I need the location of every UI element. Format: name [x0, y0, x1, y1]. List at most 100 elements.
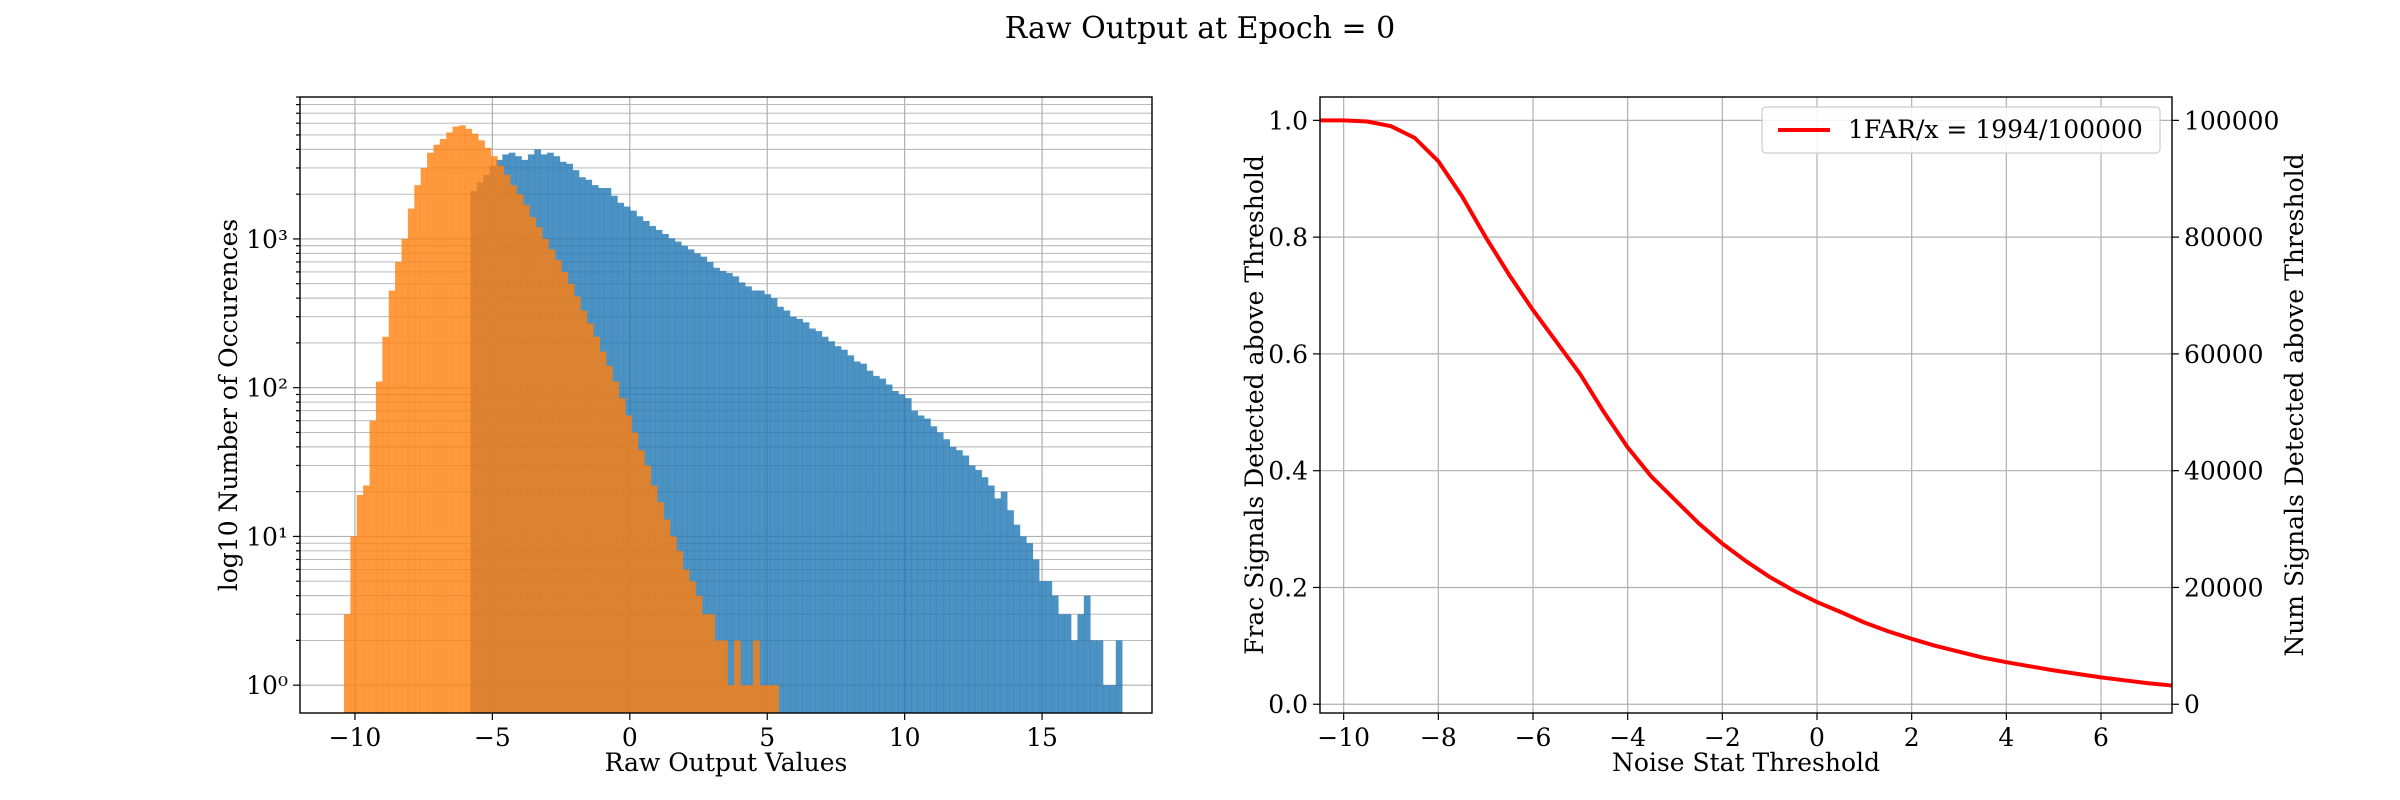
histogram-bar-blue [841, 349, 848, 713]
histogram-bar-blue [866, 370, 874, 713]
histogram-bar-orange [497, 165, 505, 714]
y-tick-label: 10² [246, 374, 288, 403]
histogram-bar-orange [638, 450, 645, 713]
histogram-bar-orange [420, 167, 428, 713]
histogram-bar-orange [522, 204, 530, 713]
histogram-bar-blue [738, 282, 746, 713]
histogram-bar-orange [765, 685, 773, 713]
histogram-bar-blue [745, 286, 752, 713]
histogram-xlabel: Raw Output Values [605, 748, 848, 777]
histogram-bar-blue [962, 455, 970, 713]
histogram-bar-orange [772, 685, 779, 713]
histogram-bar-blue [936, 432, 944, 713]
histogram-bar-blue [706, 261, 714, 713]
histogram-bar-blue [1007, 510, 1014, 713]
histogram-ylabel: log10 Number of Occurences [214, 219, 243, 592]
x-tick-label: −8 [1420, 723, 1457, 752]
histogram-bar-orange [401, 238, 409, 713]
histogram-panel: −10 −5 0 5 10 15 10⁰ 10¹ 10² 10³ Raw Output Value… [214, 96, 1153, 777]
histogram-bar-blue [892, 390, 899, 713]
histogram-bar-orange [740, 685, 748, 713]
histogram-bar-orange [567, 283, 575, 713]
histogram-bar-blue [649, 226, 657, 714]
histogram-bar-blue [968, 465, 976, 713]
histogram-bar-blue [1039, 581, 1046, 713]
x-tick-label: 4 [1998, 723, 2014, 752]
histogram-bar-orange [529, 217, 537, 714]
histogram-bar-orange [574, 296, 581, 713]
histogram-bar-orange [612, 381, 620, 713]
histogram-bar-blue [956, 450, 963, 713]
histogram-bar-blue [987, 485, 995, 713]
histogram-bar-blue [796, 318, 803, 713]
histogram-bar-blue [911, 410, 918, 713]
x-tick-label: −10 [329, 723, 382, 752]
histogram-bar-blue [732, 276, 740, 713]
histogram-bar-blue [789, 316, 797, 713]
histogram-bar-orange [491, 156, 498, 713]
histogram-bar-blue [1103, 685, 1110, 713]
x-tick-label: 5 [759, 723, 775, 752]
histogram-bar-blue [687, 249, 695, 713]
histogram-bar-blue [1077, 614, 1085, 713]
y-tick-label: 0.4 [1268, 457, 1308, 486]
histogram-bar-blue [924, 418, 931, 713]
histogram-bar-blue [1013, 524, 1021, 713]
histogram-bar-orange [631, 432, 639, 713]
histogram-bar-orange [427, 152, 434, 713]
y2-tick-label: 80000 [2184, 223, 2264, 252]
histogram-bar-blue [1071, 640, 1078, 713]
histogram-bar-blue [655, 229, 663, 714]
histogram-bar-orange [471, 133, 479, 713]
histogram-bar-orange [682, 569, 690, 713]
curve-ticks: −10 −8 −6 −4 −2 0 2 4 6 0.0 0.2 0.4 0.6 0.8 1.0 0 20000 4… [1268, 106, 2279, 752]
histogram-bar-orange [510, 185, 517, 713]
histogram-bar-blue [1032, 559, 1040, 713]
histogram-bar-orange [695, 595, 703, 713]
legend-frame [1761, 106, 2161, 154]
histogram-bar-orange [439, 138, 447, 713]
histogram-bar-blue [783, 310, 791, 713]
histogram-bar-orange [606, 365, 613, 713]
histogram-bar-orange [599, 351, 607, 713]
histogram-bar-orange [375, 381, 383, 713]
histogram-bar-blue [694, 253, 701, 713]
histogram-bar-orange [580, 310, 588, 713]
histogram-bar-orange [727, 685, 735, 713]
histogram-bar-blue [757, 290, 765, 713]
histogram-bar-blue [860, 363, 867, 713]
y2-tick-label: 60000 [2184, 340, 2264, 369]
histogram-bar-blue [872, 375, 880, 713]
histogram-bar-orange [446, 132, 453, 713]
histogram-bar-blue [879, 378, 887, 713]
curve-xlabel: Noise Stat Threshold [1612, 748, 1880, 777]
histogram-bar-orange [465, 128, 473, 713]
histogram-bar-blue [917, 415, 925, 713]
histogram-bar-blue [713, 267, 720, 713]
histogram-bar-orange [708, 614, 716, 713]
histogram-bar-blue [777, 306, 784, 713]
histogram-bar-orange [343, 614, 351, 713]
histogram-bar-blue [719, 270, 727, 713]
y-tick-label: 0.2 [1268, 573, 1308, 602]
histogram-bar-orange [721, 640, 728, 713]
x-tick-label: −4 [1609, 723, 1646, 752]
histogram-bar-orange [689, 581, 696, 713]
x-tick-label: 0 [1809, 723, 1825, 752]
histogram-bar-orange [503, 174, 511, 714]
histogram-bar-blue [726, 273, 733, 713]
x-tick-label: 6 [2093, 723, 2109, 752]
curve-ylabel-left: Frac Signals Detected above Threshold [1240, 155, 1269, 655]
histogram-bar-blue [834, 346, 842, 713]
x-tick-label: 2 [1904, 723, 1920, 752]
y-tick-label: 10⁰ [246, 671, 288, 700]
histogram-bar-blue [904, 398, 912, 713]
histogram-bar-blue [898, 394, 906, 713]
histogram-bar-blue [981, 477, 989, 713]
histogram-bar-orange [561, 271, 569, 713]
curve-series-line [1320, 118, 2173, 688]
y-tick-label: 0.6 [1268, 340, 1308, 369]
histogram-bar-blue [1019, 536, 1027, 713]
histogram-bar-blue [885, 384, 893, 713]
histogram-bar-orange [746, 685, 754, 713]
